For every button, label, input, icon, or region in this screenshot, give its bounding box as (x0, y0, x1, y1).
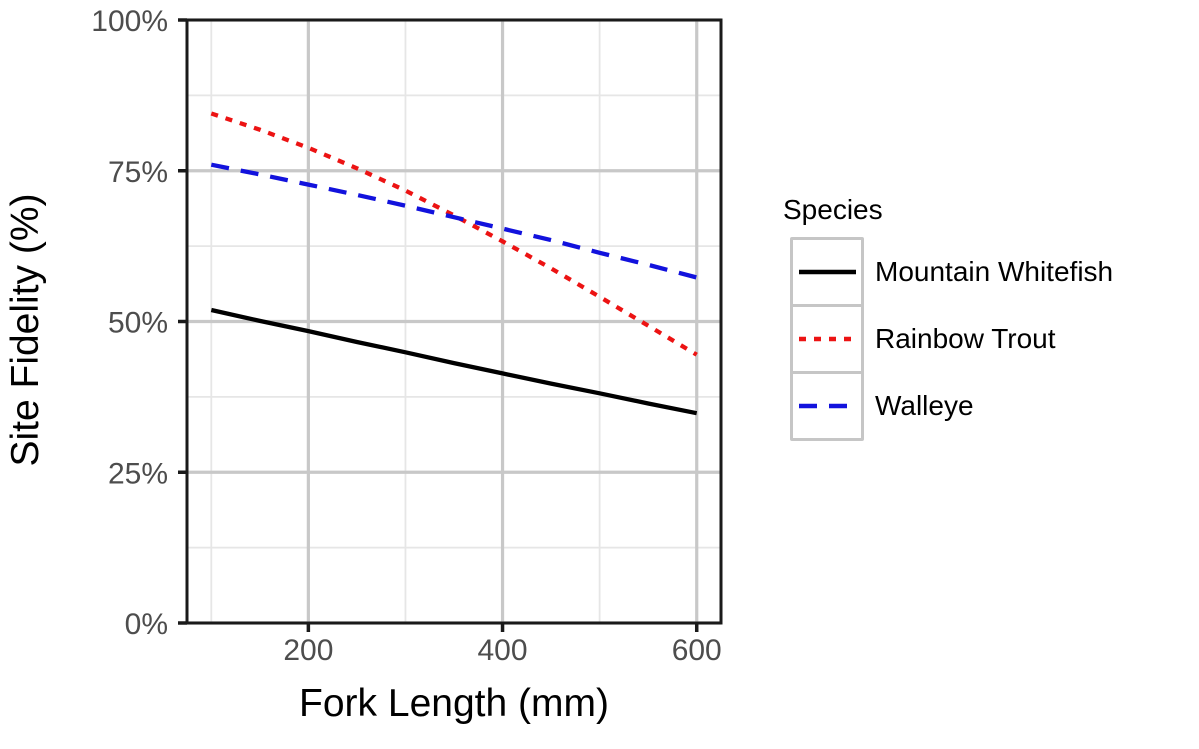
series-line-rainbow-trout (210, 111, 698, 357)
x-tick-label: 200 (283, 634, 333, 667)
y-axis-title: Site Fidelity (%) (4, 193, 47, 466)
legend-item-mountain-whitefish: Mountain Whitefish (790, 237, 1113, 307)
y-tick-label: 50% (108, 307, 168, 340)
legend-key-line-walleye (799, 403, 856, 409)
legend-item-walleye: Walleye (790, 371, 1113, 441)
y-tick-label: 0% (125, 608, 168, 641)
y-tick-label: 75% (108, 156, 168, 189)
axis-ticks (178, 18, 699, 632)
legend-key-rainbow-trout (790, 304, 864, 374)
legend-label: Rainbow Trout (875, 323, 1056, 354)
y-tick-label: 25% (108, 457, 168, 490)
series-line-walleye (210, 162, 698, 280)
x-tick-label: 600 (672, 634, 722, 667)
legend-title: Species (783, 194, 883, 225)
legend-label: Mountain Whitefish (875, 256, 1114, 287)
legend-key-line-mountain-whitefish (799, 269, 856, 275)
series-line-mountain-whitefish (210, 307, 698, 416)
legend-key-mountain-whitefish (790, 237, 864, 307)
axis-tick-labels: 200 400 600 0% 25% 50% 75% 100% (91, 5, 721, 667)
x-axis-title: Fork Length (mm) (299, 682, 609, 725)
legend-item-rainbow-trout: Rainbow Trout (790, 304, 1113, 374)
x-tick-label: 400 (478, 634, 528, 667)
series-lines (210, 111, 698, 416)
legend-key-walleye (790, 371, 864, 441)
y-tick-label: 100% (91, 5, 168, 38)
legend-items: Mountain Whitefish Rainbow Trout Walleye (790, 237, 1113, 441)
legend-label: Walleye (875, 390, 974, 421)
legend-key-line-rainbow-trout (799, 336, 856, 342)
